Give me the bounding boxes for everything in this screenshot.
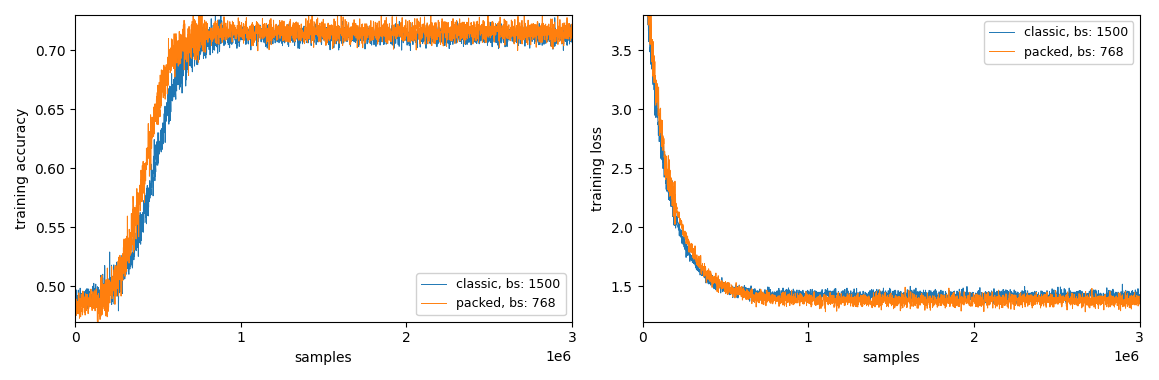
classic, bs: 1500: (2.62e+06, 0.718): 1500: (2.62e+06, 0.718) (502, 27, 516, 32)
packed, bs: 768: (5.21e+05, 0.683): 768: (5.21e+05, 0.683) (154, 68, 168, 72)
packed, bs: 768: (3e+06, 1.38): 768: (3e+06, 1.38) (1132, 298, 1146, 302)
classic, bs: 1500: (2.94e+06, 0.715): 1500: (2.94e+06, 0.715) (555, 31, 569, 35)
packed, bs: 768: (3.43e+05, 0.539): 768: (3.43e+05, 0.539) (125, 238, 139, 242)
Y-axis label: training accuracy: training accuracy (15, 108, 29, 229)
Line: classic, bs: 1500: classic, bs: 1500 (75, 14, 573, 311)
classic, bs: 1500: (1.28e+06, 1.42): 1500: (1.28e+06, 1.42) (848, 294, 862, 298)
X-axis label: samples: samples (862, 351, 920, 365)
packed, bs: 768: (5.2e+05, 1.44): 768: (5.2e+05, 1.44) (722, 291, 736, 295)
packed, bs: 768: (3e+06, 0.717): 768: (3e+06, 0.717) (566, 28, 580, 33)
packed, bs: 768: (1.15e+06, 0.715): 768: (1.15e+06, 0.715) (258, 30, 272, 35)
packed, bs: 768: (1.28e+06, 1.42): 768: (1.28e+06, 1.42) (848, 294, 862, 298)
Legend: classic, bs: 1500, packed, bs: 768: classic, bs: 1500, packed, bs: 768 (416, 273, 566, 315)
packed, bs: 768: (0, 0.492): 768: (0, 0.492) (68, 293, 82, 298)
classic, bs: 1500: (3.43e+05, 0.522): 1500: (3.43e+05, 0.522) (125, 258, 139, 263)
classic, bs: 1500: (2.62e+06, 1.46): 1500: (2.62e+06, 1.46) (1070, 289, 1084, 294)
Line: classic, bs: 1500: classic, bs: 1500 (642, 0, 1139, 305)
packed, bs: 768: (2.67e+06, 1.28): 768: (2.67e+06, 1.28) (1078, 310, 1092, 314)
packed, bs: 768: (2.94e+06, 0.717): 768: (2.94e+06, 0.717) (555, 28, 569, 32)
packed, bs: 768: (1.28e+06, 0.722): 768: (1.28e+06, 0.722) (280, 22, 294, 27)
packed, bs: 768: (2.62e+06, 0.71): 768: (2.62e+06, 0.71) (502, 37, 516, 41)
packed, bs: 768: (2.62e+06, 1.38): 768: (2.62e+06, 1.38) (1070, 298, 1084, 302)
classic, bs: 1500: (1.28e+06, 0.715): 1500: (1.28e+06, 0.715) (280, 31, 294, 35)
Line: packed, bs: 768: packed, bs: 768 (642, 0, 1139, 312)
Y-axis label: training loss: training loss (591, 126, 605, 211)
packed, bs: 768: (1.15e+06, 1.39): 768: (1.15e+06, 1.39) (826, 297, 840, 302)
classic, bs: 1500: (5.21e+05, 1.49): 1500: (5.21e+05, 1.49) (722, 285, 736, 290)
classic, bs: 1500: (8.8e+05, 0.73): 1500: (8.8e+05, 0.73) (214, 12, 228, 17)
classic, bs: 1500: (2.94e+06, 1.44): 1500: (2.94e+06, 1.44) (1123, 291, 1137, 296)
classic, bs: 1500: (3e+06, 1.42): 1500: (3e+06, 1.42) (1132, 294, 1146, 299)
classic, bs: 1500: (1.15e+06, 1.37): 1500: (1.15e+06, 1.37) (826, 300, 840, 304)
classic, bs: 1500: (3.43e+05, 1.63): 1500: (3.43e+05, 1.63) (693, 269, 707, 274)
classic, bs: 1500: (5.21e+05, 0.632): 1500: (5.21e+05, 0.632) (154, 128, 168, 133)
classic, bs: 1500: (1.15e+06, 0.709): 1500: (1.15e+06, 0.709) (258, 37, 272, 42)
packed, bs: 768: (2.94e+06, 1.42): 768: (2.94e+06, 1.42) (1123, 293, 1137, 298)
packed, bs: 768: (1.38e+05, 0.469): 768: (1.38e+05, 0.469) (90, 320, 104, 325)
classic, bs: 1500: (0, 0.493): 1500: (0, 0.493) (68, 293, 82, 297)
X-axis label: samples: samples (294, 351, 352, 365)
Line: packed, bs: 768: packed, bs: 768 (75, 10, 573, 323)
classic, bs: 1500: (3e+06, 0.711): 1500: (3e+06, 0.711) (566, 35, 580, 39)
Legend: classic, bs: 1500, packed, bs: 768: classic, bs: 1500, packed, bs: 768 (984, 21, 1134, 63)
packed, bs: 768: (3.42e+05, 1.66): 768: (3.42e+05, 1.66) (692, 266, 706, 270)
packed, bs: 768: (1.58e+06, 0.735): 768: (1.58e+06, 0.735) (330, 7, 344, 12)
classic, bs: 1500: (2.62e+05, 0.479): 1500: (2.62e+05, 0.479) (111, 309, 125, 313)
classic, bs: 1500: (2.02e+06, 1.34): 1500: (2.02e+06, 1.34) (971, 302, 985, 307)
